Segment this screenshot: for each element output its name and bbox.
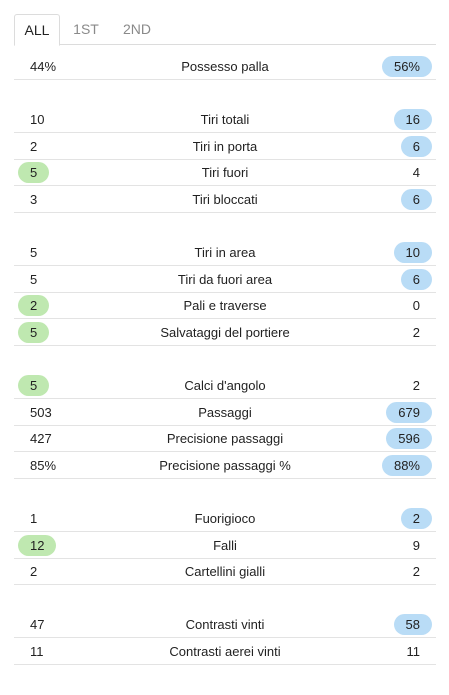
stat-label: Cartellini gialli — [184, 564, 266, 579]
stat-row: 3 Tiri bloccati 6 — [14, 187, 436, 213]
away-value: 11 — [406, 644, 421, 659]
home-value: 85% — [30, 458, 57, 473]
away-value: 16 — [393, 109, 432, 130]
home-value: 2 — [30, 139, 38, 154]
stat-label: Fuorigioco — [194, 511, 256, 526]
away-value: 56% — [381, 56, 432, 77]
home-value: 5 — [18, 322, 50, 343]
away-value: 6 — [400, 189, 432, 210]
stat-label: Tiri in porta — [192, 139, 258, 154]
stat-label: Tiri totali — [200, 112, 250, 127]
home-value: 5 — [30, 245, 38, 260]
home-value: 503 — [30, 405, 52, 420]
stat-row: 12 Falli 9 — [14, 533, 436, 559]
stat-row: 5 Salvataggi del portiere 2 — [14, 320, 436, 346]
away-value: 6 — [400, 136, 432, 157]
away-value: 10 — [393, 242, 432, 263]
stat-row: 10 Tiri totali 16 — [14, 107, 436, 133]
stat-row: 85% Precisione passaggi % 88% — [14, 453, 436, 479]
home-value: 47 — [30, 617, 45, 632]
home-value: 2 — [18, 295, 50, 316]
stat-label: Tiri in area — [194, 245, 256, 260]
away-value: 6 — [400, 269, 432, 290]
stat-row: 2 Tiri in porta 6 — [14, 134, 436, 160]
home-value: 44% — [30, 59, 57, 74]
away-value: 2 — [412, 564, 420, 579]
stat-row: 47 Contrasti vinti 58 — [14, 612, 436, 638]
stat-label: Tiri fuori — [201, 165, 249, 180]
stat-label: Salvataggi del portiere — [160, 325, 290, 340]
stat-label: Pali e traverse — [183, 298, 267, 313]
stat-label: Possesso palla — [181, 59, 269, 74]
stat-label: Contrasti aerei vinti — [169, 644, 281, 659]
stat-label: Tiri bloccati — [192, 192, 258, 207]
away-value: 2 — [412, 378, 420, 393]
stat-row: 503 Passaggi 679 — [14, 400, 436, 426]
stat-label: Precisione passaggi — [166, 431, 284, 446]
away-value: 596 — [386, 428, 432, 449]
stat-row: 11 Contrasti aerei vinti 11 — [14, 639, 436, 665]
away-value: 0 — [412, 298, 420, 313]
stat-label: Calci d'angolo — [184, 378, 266, 393]
away-value: 679 — [386, 402, 432, 423]
away-value: 2 — [412, 325, 420, 340]
stat-label: Contrasti vinti — [185, 617, 265, 632]
home-value: 5 — [18, 162, 50, 183]
home-value: 5 — [30, 272, 38, 287]
tab-all[interactable]: ALL — [14, 14, 60, 46]
away-value: 88% — [381, 455, 432, 476]
stat-row: 5 Tiri in area 10 — [14, 240, 436, 266]
stat-label: Tiri da fuori area — [177, 272, 273, 287]
home-value: 11 — [30, 644, 44, 659]
home-value: 3 — [30, 192, 38, 207]
stat-row: 2 Pali e traverse 0 — [14, 293, 436, 319]
away-value: 4 — [412, 165, 420, 180]
period-tabs: ALL 1ST 2ND — [14, 14, 436, 46]
stat-row: 44% Possesso palla 56% — [14, 54, 436, 80]
stat-label: Precisione passaggi % — [159, 458, 291, 473]
home-value: 10 — [30, 112, 45, 127]
away-value: 2 — [400, 508, 432, 529]
home-value: 5 — [18, 375, 50, 396]
stat-row: 1 Fuorigioco 2 — [14, 506, 436, 532]
away-value: 9 — [412, 538, 420, 553]
stat-label: Passaggi — [198, 405, 252, 420]
stat-row: 5 Tiri fuori 4 — [14, 160, 436, 186]
stat-row: 2 Cartellini gialli 2 — [14, 559, 436, 585]
home-value: 12 — [18, 535, 57, 556]
stat-label: Falli — [213, 538, 237, 553]
tab-1st[interactable]: 1ST — [73, 21, 99, 37]
home-value: 427 — [30, 431, 52, 446]
home-value: 2 — [30, 564, 38, 579]
stat-row: 5 Calci d'angolo 2 — [14, 373, 436, 399]
away-value: 58 — [393, 614, 432, 635]
home-value: 1 — [30, 511, 38, 526]
stat-row: 5 Tiri da fuori area 6 — [14, 267, 436, 293]
stat-row: 427 Precisione passaggi 596 — [14, 426, 436, 452]
tab-2nd[interactable]: 2ND — [122, 21, 151, 37]
